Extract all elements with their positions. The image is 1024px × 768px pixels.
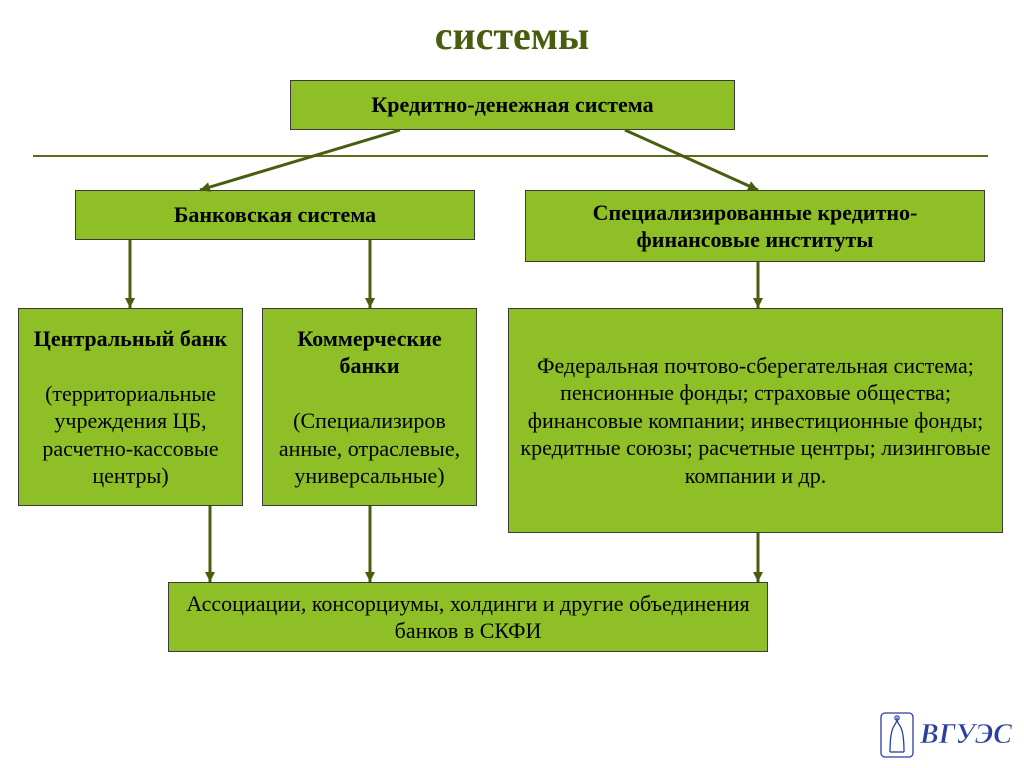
node-label-detail: (территориальные учреждения ЦБ, расчетно… <box>29 380 232 490</box>
node-label-bold: Банковская система <box>174 201 376 229</box>
node-central-bank: Центральный банк (территориальные учрежде… <box>18 308 243 506</box>
node-label-detail: Ассоциации, консорциумы, холдинги и друг… <box>179 590 757 645</box>
node-label-detail: Федеральная почтово-сберегательная систе… <box>519 352 992 490</box>
node-federal-system: Федеральная почтово-сберегательная систе… <box>508 308 1003 533</box>
node-label-bold: Коммерческие банки <box>273 325 466 380</box>
node-label-bold: Центральный банк <box>34 325 227 353</box>
logo-text: ВГУЭС <box>920 719 1012 751</box>
node-label-detail: (Специализиров анные, отраслевые, универ… <box>273 407 466 490</box>
node-label-bold: Специализированные кредитно-финансовые и… <box>536 199 974 254</box>
node-commercial-banks: Коммерческие банки (Специализиров анные, … <box>262 308 477 506</box>
page-title: системы <box>0 12 1024 59</box>
node-specialized-institutes: Специализированные кредитно-финансовые и… <box>525 190 985 262</box>
logo-icon <box>880 712 914 758</box>
node-label-bold: Кредитно-денежная система <box>371 91 653 119</box>
logo: ВГУЭС <box>880 712 1012 758</box>
separator-line <box>33 155 988 157</box>
node-root: Кредитно-денежная система <box>290 80 735 130</box>
node-associations: Ассоциации, консорциумы, холдинги и друг… <box>168 582 768 652</box>
node-banking-system: Банковская система <box>75 190 475 240</box>
